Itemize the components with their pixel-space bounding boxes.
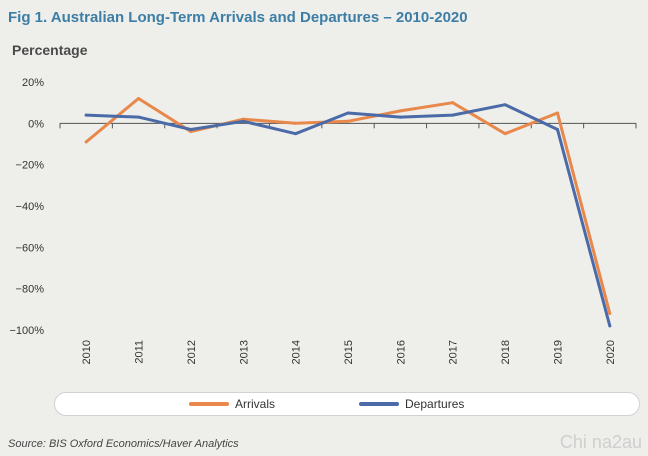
data-point-departures xyxy=(398,115,402,119)
x-tick-label: 2014 xyxy=(291,340,303,364)
x-tick-label: 2015 xyxy=(343,340,355,364)
series-line-departures xyxy=(84,103,612,328)
y-axis-ticks: 20% 0% −20% −40% −60% −80% −100% xyxy=(9,77,44,337)
data-point-arrivals xyxy=(555,111,559,115)
data-point-departures xyxy=(346,111,350,115)
data-point-arrivals xyxy=(451,101,455,105)
y-tick-label: 20% xyxy=(22,77,44,89)
y-tick-label: −20% xyxy=(16,160,45,172)
x-tick-label: 2019 xyxy=(552,340,564,364)
x-axis: 2010 2011 2012 2013 2014 2015 2016 2017 2018 2019… xyxy=(59,122,637,364)
x-tick-label: 2018 xyxy=(500,340,512,364)
y-tick-label: 0% xyxy=(28,118,44,130)
legend-label-departures: Departures xyxy=(405,397,465,411)
data-point-departures xyxy=(451,113,455,117)
legend-item-arrivals: Arrivals xyxy=(189,393,275,415)
data-point-arrivals xyxy=(608,311,612,315)
legend-swatch-departures xyxy=(359,402,399,406)
x-tick-label: 2011 xyxy=(134,340,146,364)
series-line-arrivals xyxy=(84,97,612,315)
x-tick-label: 2017 xyxy=(448,340,460,364)
legend-item-departures: Departures xyxy=(359,393,464,415)
data-point-departures xyxy=(84,113,88,117)
data-point-arrivals xyxy=(84,140,88,144)
chart-title: Fig 1. Australian Long-Term Arrivals and… xyxy=(8,9,468,26)
data-point-arrivals xyxy=(137,97,141,101)
line-chart: 20%0%−20%−40%−60%−80%−100% 2010 2011 2012 2… xyxy=(9,77,637,364)
data-point-departures xyxy=(241,119,245,123)
chart-legend: Arrivals Departures xyxy=(54,392,640,416)
x-tick-label: 2010 xyxy=(81,340,93,364)
series-layer xyxy=(84,97,612,328)
data-point-departures xyxy=(608,324,612,328)
y-tick-label: −40% xyxy=(16,201,45,213)
x-tick-label: 2020 xyxy=(605,340,617,364)
y-tick-label: −60% xyxy=(16,242,45,254)
legend-label-arrivals: Arrivals xyxy=(235,397,276,411)
data-point-departures xyxy=(555,128,559,132)
watermark: Chi na2au xyxy=(559,432,642,452)
data-point-arrivals xyxy=(294,121,298,125)
source-note: Source: BIS Oxford Economics/Haver Analy… xyxy=(8,438,239,450)
y-axis-label: Percentage xyxy=(12,42,88,58)
x-tick-label: 2012 xyxy=(186,340,198,364)
y-tick-label: −80% xyxy=(16,284,45,296)
data-point-departures xyxy=(503,103,507,107)
data-point-arrivals xyxy=(346,119,350,123)
data-point-departures xyxy=(294,132,298,136)
data-point-arrivals xyxy=(398,109,402,113)
data-point-departures xyxy=(189,128,193,132)
legend-swatch-arrivals xyxy=(189,402,229,406)
x-tick-label: 2013 xyxy=(238,340,250,364)
data-point-departures xyxy=(137,115,141,119)
y-tick-label: −100% xyxy=(9,325,44,337)
x-tick-label: 2016 xyxy=(395,340,407,364)
data-point-arrivals xyxy=(503,132,507,136)
